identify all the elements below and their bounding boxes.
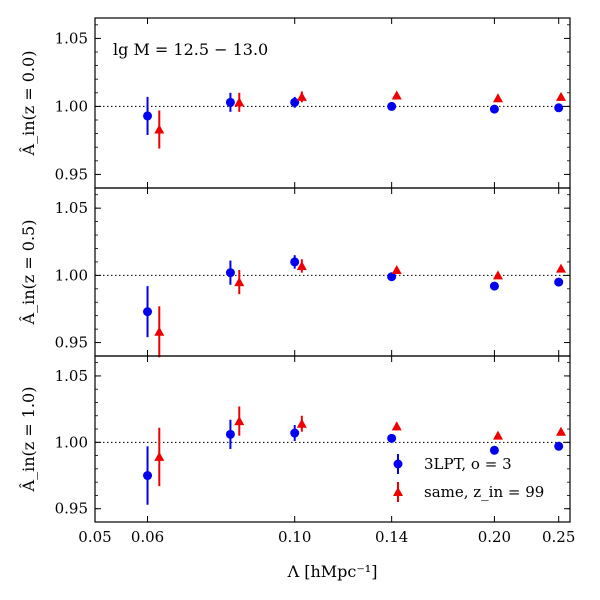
data-point-triangle <box>154 326 165 336</box>
data-point-triangle <box>492 93 503 103</box>
data-point-circle <box>554 103 564 113</box>
data-point-triangle <box>234 97 245 107</box>
data-point-triangle <box>555 263 566 273</box>
data-point-circle <box>387 433 397 443</box>
data-point-circle <box>489 104 499 114</box>
data-point-triangle <box>555 426 566 436</box>
panel-2: 0.05 0.06 0.10 0.14 0.20 0.25 0.95 1.00 1.05 Â_in… <box>18 355 575 546</box>
legend-label: 3LPT, o = 3 <box>424 455 512 473</box>
data-point-circle <box>554 277 564 287</box>
data-point-triangle <box>492 430 503 440</box>
x-tick-label: 0.20 <box>478 528 511 546</box>
y-tick-label: 1.00 <box>55 433 88 451</box>
data-point-circle <box>143 111 153 121</box>
panel-0: 0.95 1.00 1.05 Â_in(z = 0.0) lg M = 12.5 − 1… <box>18 17 571 189</box>
legend: 3LPT, o = 3 same, z_in = 99 <box>393 454 544 502</box>
y-tick-label: 0.95 <box>55 165 88 183</box>
y-tick-label: 1.00 <box>55 266 88 284</box>
data-point-triangle <box>296 91 307 101</box>
data-point-circle <box>225 268 235 278</box>
y-axis-label: Â_in(z = 1.0) <box>18 387 38 493</box>
y-tick-label: 1.05 <box>55 199 88 217</box>
data-point-circle <box>554 441 564 451</box>
data-point-circle <box>143 471 153 481</box>
data-point-triangle <box>296 260 307 270</box>
y-tick-label: 1.00 <box>55 97 88 115</box>
series-1-triangle <box>154 259 566 358</box>
data-point-circle <box>143 307 153 317</box>
data-point-triangle <box>492 270 503 280</box>
data-point-circle <box>290 428 300 438</box>
y-tick-label: 0.95 <box>55 500 88 518</box>
x-axis-label: Λ [hMpc⁻¹] <box>287 562 378 581</box>
x-tick-label: 0.14 <box>375 528 408 546</box>
series-1-triangle <box>154 406 566 487</box>
panel-1: 0.95 1.00 1.05 Â_in(z = 0.5) <box>18 187 571 358</box>
data-point-triangle <box>391 90 402 100</box>
data-point-circle <box>489 281 499 291</box>
legend-marker-triangle <box>393 487 403 496</box>
panel-annotation: lg M = 12.5 − 13.0 <box>113 40 268 59</box>
x-tick-label: 0.10 <box>278 528 311 546</box>
data-point-triangle <box>154 124 165 134</box>
y-tick-label: 1.05 <box>55 29 88 47</box>
legend-label: same, z_in = 99 <box>424 483 544 501</box>
data-point-triangle <box>154 451 165 461</box>
data-point-circle <box>225 97 235 107</box>
y-tick-label: 1.05 <box>55 367 88 385</box>
panel-frame <box>94 355 571 523</box>
data-point-circle <box>387 272 397 282</box>
x-tick-label: 0.06 <box>131 528 164 546</box>
data-point-triangle <box>296 418 307 428</box>
data-point-circle <box>489 445 499 455</box>
data-point-triangle <box>234 416 245 426</box>
series-1-triangle <box>154 90 566 149</box>
data-point-circle <box>290 257 300 267</box>
data-point-triangle <box>391 421 402 431</box>
series-0-circle <box>143 419 564 505</box>
y-axis-label: Â_in(z = 0.0) <box>18 51 38 157</box>
data-point-triangle <box>391 264 402 274</box>
y-axis-label: Â_in(z = 0.5) <box>18 220 38 326</box>
x-tick-label: 0.05 <box>78 528 111 546</box>
series-0-circle <box>143 255 564 338</box>
data-point-circle <box>290 97 300 107</box>
x-tick-label: 0.25 <box>542 528 575 546</box>
data-point-circle <box>387 101 397 111</box>
data-point-triangle <box>555 91 566 101</box>
series-0-circle <box>143 92 564 135</box>
data-point-circle <box>225 429 235 439</box>
data-point-triangle <box>234 277 245 287</box>
y-tick-label: 0.95 <box>55 334 88 352</box>
legend-marker-circle <box>393 459 403 469</box>
